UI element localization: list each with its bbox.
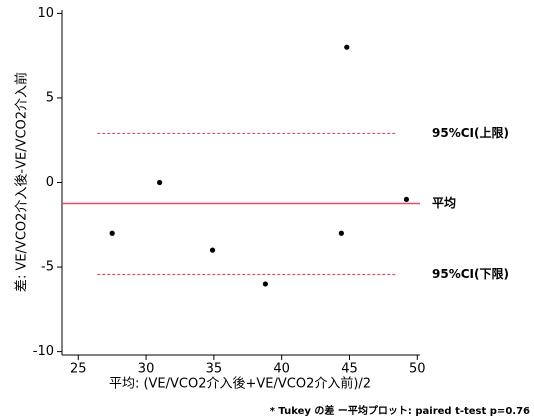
y-tick-label: 5 — [46, 90, 54, 105]
point — [262, 281, 269, 287]
y-axis-label: 差: VE/VCO2介入後-VE/VCO2介入前 — [14, 72, 30, 292]
point — [157, 179, 163, 186]
point — [403, 196, 410, 203]
y-tick-label: -10 — [33, 344, 54, 359]
y-tick-label: 0 — [46, 175, 54, 190]
point — [209, 247, 216, 253]
x-axis-label: 平均: (VE/VCO2介入後+VE/VCO2介入前)/2 — [109, 376, 371, 392]
y-tick-label: -5 — [41, 260, 54, 275]
x-tick-label: 40 — [273, 362, 290, 377]
reference-label: 95%CI(下限) — [432, 266, 509, 281]
point — [338, 230, 344, 236]
reference-label: 平均 — [432, 195, 456, 210]
x-tick-label: 50 — [409, 362, 426, 377]
footnote: * Tukey の差 ー平均プロット: paired t-test p=0.76 — [270, 404, 530, 417]
x-tick-label: 30 — [138, 362, 155, 377]
x-tick-label: 45 — [341, 362, 358, 377]
reference-label: 95%CI(上限) — [432, 125, 509, 140]
point — [344, 44, 350, 50]
x-tick-label: 25 — [70, 362, 87, 377]
x-tick-label: 35 — [206, 362, 223, 377]
point — [109, 230, 115, 236]
y-tick-label: 10 — [37, 6, 54, 21]
